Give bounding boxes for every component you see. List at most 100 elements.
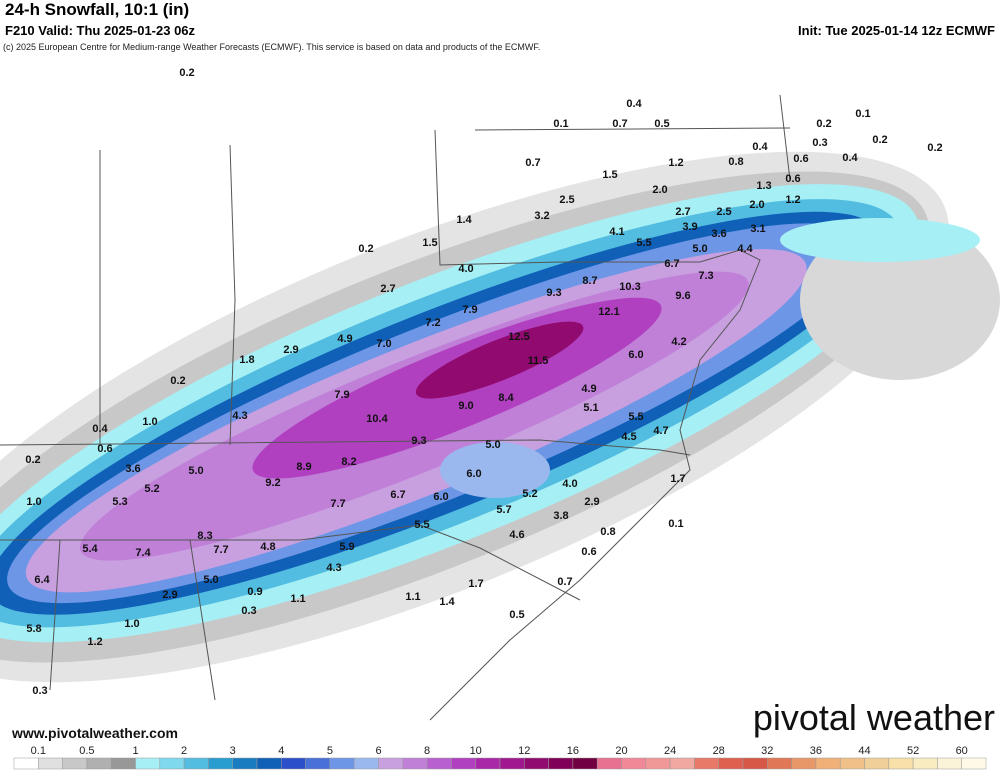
- snow-band: [0, 151, 949, 683]
- colorbar-swatch: [232, 757, 258, 770]
- snow-label: 1.2: [668, 157, 683, 169]
- snow-label: 8.9: [296, 461, 311, 473]
- colorbar-swatch: [426, 757, 452, 770]
- colorbar-label: 44: [858, 745, 870, 757]
- snow-label: 3.2: [534, 210, 549, 222]
- snow-label: 1.5: [422, 237, 437, 249]
- snow-label: 0.4: [842, 152, 858, 164]
- snow-label: 0.3: [812, 137, 827, 149]
- colorbar-swatch: [572, 757, 598, 770]
- colorbar-swatch: [208, 757, 233, 770]
- colorbar-swatch: [767, 757, 792, 770]
- colorbar-label: 24: [664, 745, 676, 757]
- colorbar-label: 4: [278, 745, 284, 757]
- snow-label: 0.3: [241, 605, 256, 617]
- colorbar-label: 32: [761, 745, 773, 757]
- snow-label: 1.2: [785, 194, 800, 206]
- snow-label: 4.9: [581, 383, 596, 395]
- snow-label: 0.4: [752, 141, 768, 153]
- snow-label: 0.7: [612, 118, 627, 130]
- valid-time: F210 Valid: Thu 2025-01-23 06z: [5, 23, 196, 38]
- colorbar-swatch: [183, 757, 209, 770]
- snow-label: 7.0: [376, 338, 391, 350]
- snow-label: 2.5: [559, 194, 574, 206]
- colorbar-label: 16: [567, 745, 579, 757]
- snow-label: 0.6: [97, 443, 112, 455]
- snow-label: 1.7: [670, 473, 685, 485]
- snow-label: 7.4: [135, 547, 151, 559]
- snow-label: 0.7: [525, 157, 540, 169]
- colorbar-swatch: [305, 757, 331, 770]
- snow-label: 7.7: [330, 498, 345, 510]
- snow-label: 5.0: [203, 574, 218, 586]
- snow-label: 9.6: [675, 290, 690, 302]
- snow-label: 8.4: [498, 392, 514, 404]
- snow-label: 5.1: [583, 402, 598, 414]
- snow-label: 8.2: [341, 456, 356, 468]
- colorbar-swatch: [621, 757, 647, 770]
- colorbar-label: 0.5: [79, 745, 94, 757]
- snow-label: 5.5: [636, 237, 651, 249]
- colorbar-swatch: [864, 757, 890, 770]
- snow-label: 0.9: [247, 586, 262, 598]
- colorbar-swatch: [475, 757, 501, 770]
- colorbar-swatch: [548, 757, 574, 770]
- snow-label: 12.5: [508, 331, 529, 343]
- colorbar-label: 8: [424, 745, 430, 757]
- snow-label: 3.1: [750, 223, 765, 235]
- snow-label: 8.7: [582, 275, 597, 287]
- colorbar-swatch: [110, 757, 136, 770]
- snow-label: 0.1: [553, 118, 568, 130]
- snow-label: 1.1: [290, 593, 305, 605]
- colorbar-label: 20: [615, 745, 627, 757]
- colorbar-label: 6: [375, 745, 381, 757]
- colorbar-label: 0.1: [31, 745, 46, 757]
- snow-label: 10.4: [366, 413, 388, 425]
- colorbar-swatch: [135, 757, 161, 770]
- colorbar-swatch: [815, 757, 841, 770]
- colorbar-label: 2: [181, 745, 187, 757]
- snow-label: 7.9: [334, 389, 349, 401]
- snow-label: 0.8: [600, 526, 615, 538]
- snow-label: 3.6: [711, 228, 726, 240]
- colorbar-swatch: [839, 757, 865, 770]
- snow-label: 6.7: [664, 258, 679, 270]
- snow-label: 6.7: [390, 489, 405, 501]
- colorbar-swatch: [596, 757, 622, 770]
- snow-label: 5.2: [144, 483, 159, 495]
- snow-label: 0.2: [170, 375, 185, 387]
- map: [0, 42, 1000, 745]
- colorbar-label: 5: [327, 745, 333, 757]
- colorbar-swatch: [791, 757, 817, 770]
- snow-label: 3.6: [125, 463, 140, 475]
- colorbar-swatch: [718, 757, 744, 770]
- snow-label: 0.8: [728, 156, 743, 168]
- snow-label: 5.9: [339, 541, 354, 553]
- snow-label: 4.6: [509, 529, 524, 541]
- snow-label: 0.2: [179, 67, 194, 79]
- snow-label: 0.5: [509, 609, 524, 621]
- colorbar-swatch: [329, 757, 355, 770]
- snow-label: 2.0: [749, 199, 764, 211]
- snow-label: 11.5: [528, 355, 549, 367]
- snow-label: 4.3: [326, 562, 341, 574]
- snow-label: 2.7: [380, 283, 395, 295]
- colorbar-label: 1: [132, 745, 138, 757]
- snow-label: 4.0: [562, 478, 577, 490]
- snow-label: 5.5: [628, 411, 643, 423]
- snow-label: 2.5: [716, 206, 731, 218]
- snow-label: 5.8: [26, 623, 41, 635]
- snow-label: 1.1: [405, 591, 420, 603]
- colorbar-swatch: [256, 757, 282, 770]
- snow-lobe: [440, 442, 550, 498]
- colorbar-swatch: [499, 757, 525, 770]
- colorbar-swatch: [86, 757, 112, 770]
- snow-label: 4.0: [458, 263, 473, 275]
- credit: (c) 2025 European Centre for Medium-rang…: [3, 42, 540, 52]
- snow-label: 2.7: [675, 206, 690, 218]
- snow-label: 1.5: [602, 169, 617, 181]
- snow-label: 6.0: [628, 349, 643, 361]
- colorbar-swatch: [62, 757, 88, 770]
- snow-label: 4.3: [232, 410, 247, 422]
